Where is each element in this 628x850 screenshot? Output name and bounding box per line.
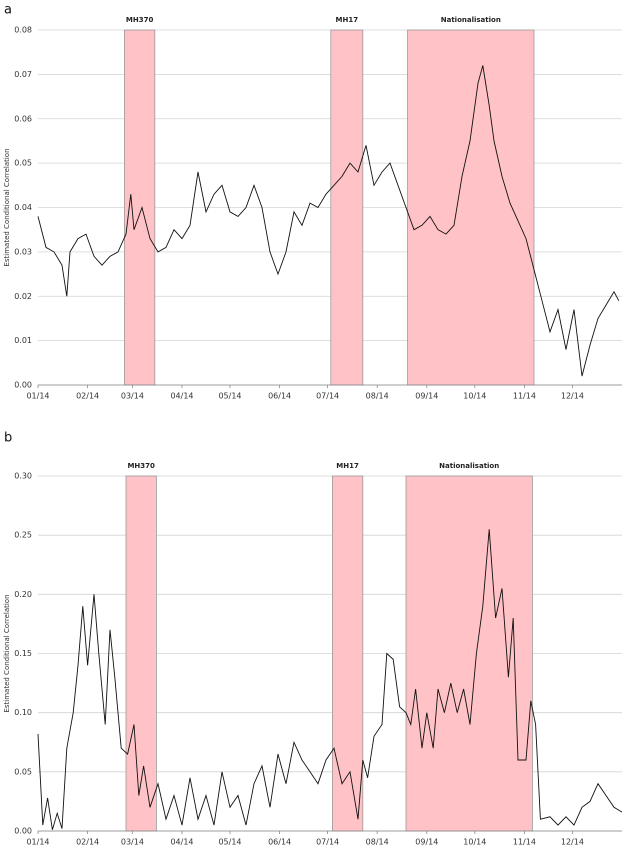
event-region [331, 475, 364, 832]
x-tick-label: 02/14 [76, 392, 99, 401]
x-tick-label: 03/14 [121, 838, 144, 847]
x-tick-label: 10/14 [463, 838, 486, 847]
region-label: MH370 [127, 462, 155, 470]
x-tick-label: 01/14 [26, 838, 49, 847]
x-tick-label: 06/14 [268, 838, 291, 847]
x-tick-label: 01/14 [26, 392, 49, 401]
y-tick-label: 0.00 [14, 827, 32, 836]
x-tick-label: 10/14 [463, 392, 486, 401]
y-axis-label: Estimated Conditional Correlation [3, 148, 11, 266]
y-tick-label: 0.15 [14, 649, 32, 658]
y-tick-label: 0.06 [14, 114, 32, 123]
y-tick-label: 0.25 [14, 531, 32, 540]
x-tick-label: 09/14 [415, 392, 438, 401]
y-tick-label: 0.07 [14, 70, 32, 79]
x-tick-label: 08/14 [366, 838, 389, 847]
region-label: MH17 [336, 16, 359, 24]
panel-label: a [4, 3, 12, 18]
x-tick-label: 06/14 [268, 392, 291, 401]
event-region [330, 29, 364, 386]
data-line [37, 529, 623, 830]
y-tick-label: 0.30 [14, 472, 32, 481]
y-tick-label: 0.03 [14, 247, 32, 256]
y-tick-label: 0.05 [14, 159, 32, 168]
y-tick-label: 0.01 [14, 336, 32, 345]
x-tick-label: 02/14 [76, 838, 99, 847]
y-tick-label: 0.08 [14, 26, 32, 35]
y-tick-label: 0.02 [14, 292, 32, 301]
x-tick-label: 12/14 [561, 838, 584, 847]
x-tick-label: 04/14 [170, 392, 193, 401]
data-line [37, 65, 620, 377]
x-tick-label: 08/14 [366, 392, 389, 401]
x-tick-label: 12/14 [561, 392, 584, 401]
x-tick-label: 05/14 [218, 838, 241, 847]
region-label: Nationalisation [439, 462, 499, 470]
y-tick-label: 0.05 [14, 767, 32, 776]
event-region [407, 29, 535, 386]
y-axis-label: Estimated Conditional Correlation [3, 594, 11, 712]
y-tick-label: 0.20 [14, 590, 32, 599]
y-tick-label: 0.10 [14, 708, 32, 717]
x-tick-label: 07/14 [316, 838, 339, 847]
x-tick-label: 11/14 [513, 838, 536, 847]
x-tick-label: 09/14 [415, 838, 438, 847]
event-region [405, 475, 533, 832]
x-tick-label: 07/14 [316, 392, 339, 401]
region-label: MH17 [336, 462, 359, 470]
x-tick-label: 11/14 [513, 392, 536, 401]
y-tick-label: 0.00 [14, 381, 32, 390]
x-tick-label: 05/14 [218, 392, 241, 401]
region-label: Nationalisation [441, 16, 501, 24]
region-label: MH370 [126, 16, 154, 24]
panel-label: b [4, 431, 12, 446]
event-region [125, 475, 157, 832]
x-tick-label: 03/14 [121, 392, 144, 401]
x-tick-label: 04/14 [170, 838, 193, 847]
y-tick-label: 0.04 [14, 203, 32, 212]
